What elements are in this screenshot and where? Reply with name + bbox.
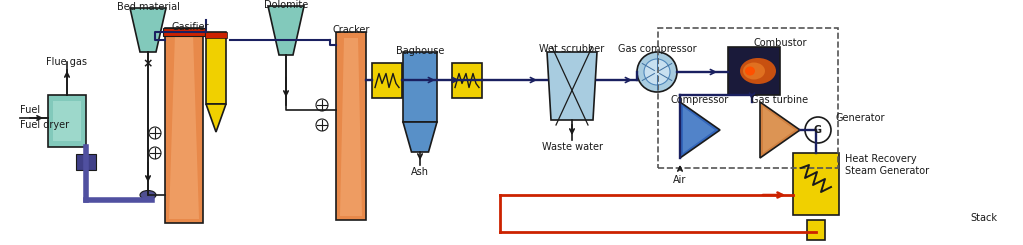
Circle shape bbox=[149, 147, 161, 159]
Text: Flue gas: Flue gas bbox=[46, 57, 88, 67]
Circle shape bbox=[805, 117, 831, 143]
Circle shape bbox=[644, 59, 670, 85]
Text: Gas turbine: Gas turbine bbox=[752, 95, 808, 105]
Polygon shape bbox=[763, 107, 795, 153]
Ellipse shape bbox=[140, 191, 155, 199]
Ellipse shape bbox=[745, 66, 755, 75]
FancyBboxPatch shape bbox=[372, 63, 402, 98]
FancyBboxPatch shape bbox=[728, 47, 780, 95]
Polygon shape bbox=[547, 52, 597, 120]
Text: Compressor: Compressor bbox=[671, 95, 729, 105]
Polygon shape bbox=[403, 122, 437, 152]
Text: Fuel dryer: Fuel dryer bbox=[20, 120, 70, 130]
Ellipse shape bbox=[740, 58, 776, 84]
FancyBboxPatch shape bbox=[793, 153, 839, 215]
FancyBboxPatch shape bbox=[807, 220, 825, 240]
Circle shape bbox=[637, 52, 677, 92]
Circle shape bbox=[149, 127, 161, 139]
Polygon shape bbox=[206, 104, 226, 132]
Ellipse shape bbox=[743, 62, 765, 79]
Polygon shape bbox=[760, 102, 800, 158]
Polygon shape bbox=[340, 38, 362, 216]
FancyBboxPatch shape bbox=[163, 28, 205, 36]
Text: Combustor: Combustor bbox=[753, 38, 807, 48]
Text: Generator: Generator bbox=[835, 113, 885, 123]
Text: Baghouse: Baghouse bbox=[396, 46, 444, 56]
FancyBboxPatch shape bbox=[205, 32, 227, 38]
Text: Fuel: Fuel bbox=[20, 105, 40, 115]
FancyBboxPatch shape bbox=[206, 32, 226, 104]
Text: Heat Recovery
Steam Generator: Heat Recovery Steam Generator bbox=[845, 154, 929, 176]
Text: Air: Air bbox=[673, 175, 686, 185]
Polygon shape bbox=[680, 102, 720, 158]
Polygon shape bbox=[683, 107, 715, 153]
FancyBboxPatch shape bbox=[403, 52, 437, 122]
Polygon shape bbox=[169, 34, 199, 219]
Text: Cracker: Cracker bbox=[332, 25, 369, 35]
Text: ×: × bbox=[143, 58, 153, 71]
FancyBboxPatch shape bbox=[165, 28, 203, 223]
Text: Ash: Ash bbox=[411, 167, 429, 177]
FancyBboxPatch shape bbox=[336, 32, 366, 220]
Polygon shape bbox=[268, 6, 304, 55]
Circle shape bbox=[316, 99, 328, 111]
FancyBboxPatch shape bbox=[53, 101, 81, 141]
Text: Dolomite: Dolomite bbox=[264, 0, 308, 10]
Text: Gas compressor: Gas compressor bbox=[618, 44, 697, 54]
Polygon shape bbox=[130, 8, 166, 52]
FancyBboxPatch shape bbox=[452, 63, 482, 98]
Text: Gasifier: Gasifier bbox=[171, 22, 209, 32]
Text: Waste water: Waste water bbox=[541, 142, 603, 152]
FancyBboxPatch shape bbox=[76, 154, 96, 170]
Circle shape bbox=[316, 119, 328, 131]
Text: Bed material: Bed material bbox=[117, 2, 179, 12]
Text: G: G bbox=[814, 125, 822, 135]
Text: Wet scrubber: Wet scrubber bbox=[539, 44, 605, 54]
Text: Stack: Stack bbox=[970, 213, 997, 223]
FancyBboxPatch shape bbox=[48, 95, 86, 147]
